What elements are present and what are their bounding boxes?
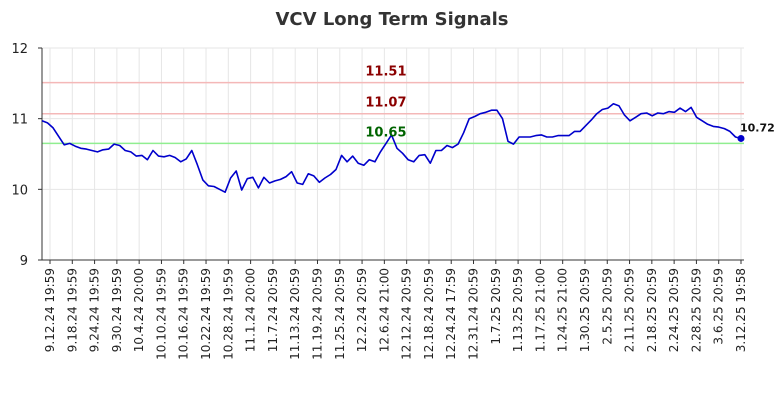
- x-tick-label: 12.24.24 17:59: [444, 268, 458, 360]
- series-layer: [41, 103, 745, 193]
- x-tick-label: 1.17.25 21:00: [533, 268, 547, 352]
- x-tick-label: 11.13.24 20:59: [288, 268, 302, 360]
- x-tick-label: 1.13.25 20:59: [511, 268, 525, 352]
- x-tick-label: 10.22.24 19:59: [199, 268, 213, 360]
- x-tick-label: 2.28.25 20:59: [689, 268, 703, 352]
- reference-label: 10.65: [365, 125, 406, 140]
- x-tick-label: 3.6.25 20:59: [712, 268, 726, 345]
- x-tick-label: 3.12.25 19:58: [734, 268, 748, 352]
- chart-title: VCV Long Term Signals: [276, 9, 509, 30]
- x-tick-label: 12.18.24 20:59: [422, 268, 436, 360]
- axes: 9 10 11 12 9.12.24 19:59 9.18.24 19:59 9.24.24…: [11, 42, 748, 360]
- x-tick-label: 2.5.25 20:59: [600, 268, 614, 345]
- x-tick-label: 9.24.24 19:59: [88, 268, 102, 352]
- series-line: [41, 103, 742, 193]
- x-tick-label: 12.31.24 20:59: [467, 268, 481, 360]
- grid: [42, 47, 744, 261]
- x-tick-label: 12.12.24 20:59: [400, 268, 414, 360]
- x-tick-label: 2.11.25 20:59: [623, 268, 637, 352]
- x-tick-label: 9.12.24 19:59: [43, 268, 57, 352]
- x-tick-label: 2.18.25 20:59: [645, 268, 659, 352]
- x-tick-label: 11.25.24 20:59: [333, 268, 347, 360]
- y-tick-label: 9: [20, 254, 28, 269]
- x-tick-label: 1.7.25 20:59: [489, 268, 503, 345]
- x-tick-label: 1.30.25 20:59: [578, 268, 592, 352]
- reference-lines: [42, 81, 744, 145]
- x-tick-label: 10.28.24 19:59: [221, 268, 235, 360]
- y-tick-label: 10: [11, 183, 28, 198]
- x-tick-label: 10.4.24 20:00: [132, 268, 146, 352]
- x-tick-label: 10.16.24 19:59: [177, 268, 191, 360]
- x-tick-label: 10.10.24 19:59: [154, 268, 168, 360]
- last-point: [737, 134, 745, 142]
- reference-label: 11.51: [365, 65, 406, 80]
- y-tick-label: 12: [11, 42, 28, 57]
- x-tick-label: 9.18.24 19:59: [65, 268, 79, 352]
- x-tick-label: 11.19.24 20:59: [310, 268, 324, 360]
- reference-label: 11.07: [365, 96, 406, 111]
- x-tick-label: 2.24.25 20:59: [667, 268, 681, 352]
- labels: 11.51 11.07 10.65 10.72: [365, 65, 774, 141]
- x-tick-label: 9.30.24 19:59: [110, 268, 124, 352]
- x-tick-label: 12.2.24 20:59: [355, 268, 369, 352]
- last-value-label: 10.72: [740, 121, 775, 134]
- x-tick-label: 11.7.24 20:59: [266, 268, 280, 352]
- x-tick-label: 11.1.24 20:00: [244, 268, 258, 352]
- x-tick-label: 12.6.24 21:00: [377, 268, 391, 352]
- x-tick-label: 1.24.25 21:00: [556, 268, 570, 352]
- y-tick-label: 11: [11, 113, 28, 128]
